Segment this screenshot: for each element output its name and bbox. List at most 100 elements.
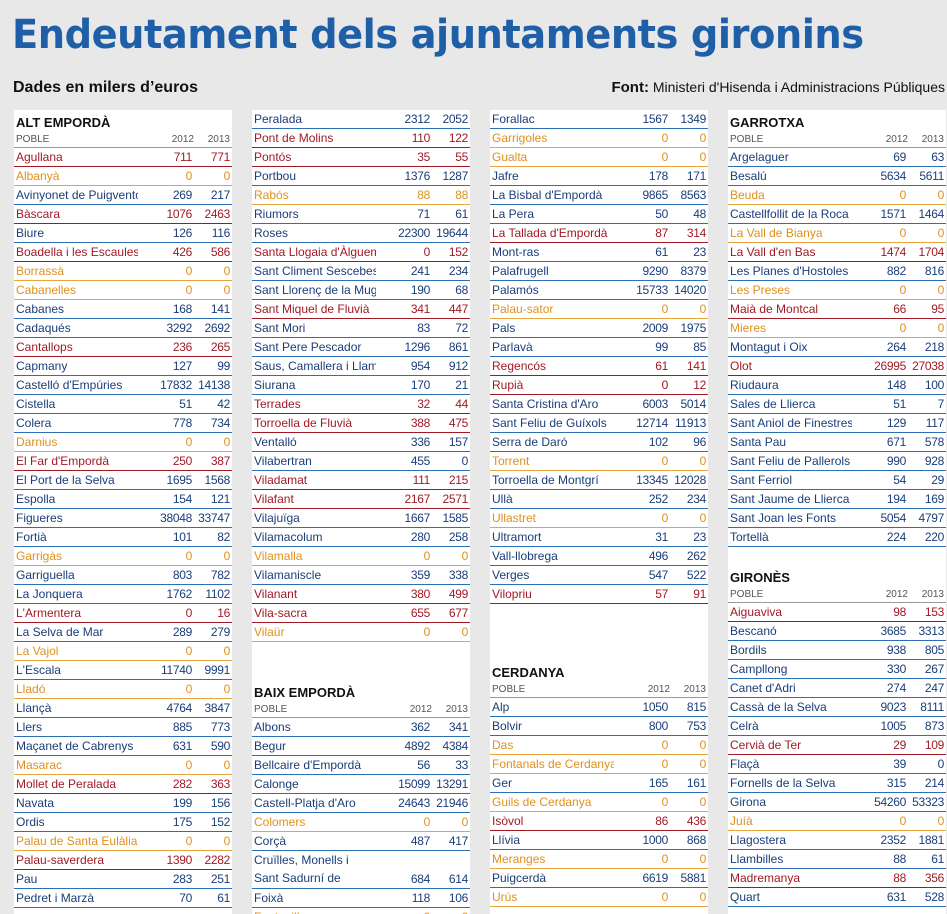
debt-2012: 1050 (642, 700, 669, 714)
table-row: Corçà 487 417 (252, 832, 470, 851)
debt-2013: 912 (448, 359, 468, 373)
debt-2012: 274 (886, 681, 906, 695)
debt-2012: 362 (410, 720, 430, 734)
municipality-name: Beuda (730, 188, 765, 202)
table-row: Cabanes 168 141 (14, 300, 232, 319)
debt-2013: 106 (448, 891, 468, 905)
debt-2012: 22300 (398, 226, 430, 240)
debt-2012: 39 (893, 757, 906, 771)
municipality-name: Pont de Molins (254, 131, 334, 145)
table-row: Pontós 35 55 (252, 148, 470, 167)
debt-2012: 655 (410, 606, 430, 620)
table-row: Garrigoles 0 0 (490, 129, 708, 148)
table-row: Urús 0 0 (490, 888, 708, 907)
debt-2012: 1376 (404, 169, 431, 183)
debt-2012: 684 (410, 872, 430, 886)
table-row: Cervià de Ter 29 109 (728, 736, 946, 755)
debt-2013: 161 (686, 776, 706, 790)
table-column-3: Forallac 1567 1349 Garrigoles 0 0 Gualta 0 0 Jafr… (490, 110, 708, 914)
debt-2013: 117 (925, 416, 945, 430)
municipality-name: Sant Aniol de Finestres (730, 416, 852, 430)
source-note: Font: Ministeri d'Hisenda i Administraci… (611, 79, 945, 96)
municipality-name: Juíà (730, 814, 753, 828)
municipality-name: Cantallops (16, 340, 73, 354)
table-row: Vilafant 2167 2571 (252, 490, 470, 509)
table-row: Sant Joan les Fonts 5054 4797 (728, 509, 946, 528)
municipality-name: Ullà (492, 492, 513, 506)
debt-2013: 0 (430, 908, 469, 914)
table-row: Figueres 38048 33747 (14, 509, 232, 528)
table-row: Sant Mori 83 72 (252, 319, 470, 338)
debt-2012: 54260 (874, 795, 906, 809)
debt-2013: 578 (924, 435, 944, 449)
debt-2013: 12 (693, 378, 706, 392)
table-row: Palau de Santa Eulàlia 0 0 (14, 832, 232, 851)
debt-2012: 13345 (636, 473, 668, 487)
column-header: POBLE 2012 2013 (728, 587, 946, 603)
debt-2013: 153 (924, 605, 944, 619)
municipality-name: Maçanet de Cabrenys (16, 739, 134, 753)
debt-2012: 9865 (642, 188, 669, 202)
debt-2012: 0 (185, 169, 193, 183)
table-row: Rabós 88 88 (252, 186, 470, 205)
debt-2013: 590 (210, 739, 230, 753)
municipality-name: Guils de Cerdanya (492, 795, 592, 809)
municipality-name: Ultramort (492, 530, 542, 544)
debt-2013: 19644 (436, 226, 468, 240)
debt-2012: 1571 (880, 207, 907, 221)
municipality-name: Mont-ras (492, 245, 540, 259)
municipality-name: Torroella de Montgrí (492, 473, 599, 487)
table-row: Boadella i les Escaules 426 586 (14, 243, 232, 262)
municipality-name: Albanyà (16, 169, 60, 183)
debt-2012: 1000 (642, 833, 669, 847)
table-row: Llívia 1000 868 (490, 831, 708, 850)
debt-2013: 1287 (442, 169, 469, 183)
debt-2013: 12028 (674, 473, 706, 487)
table-row: Pont de Molins 110 122 (252, 129, 470, 148)
municipality-name: Peralada (254, 112, 303, 126)
debt-2012: 70 (179, 891, 192, 905)
table-row: Masarac 0 0 (14, 756, 232, 775)
debt-2012: 15099 (398, 777, 430, 791)
table-row: Ger 165 161 (490, 774, 708, 793)
municipality-name: Quart (730, 890, 761, 904)
header-year-2013: 2013 (683, 684, 706, 695)
table-row: Saus, Camallera i Llampaies 954 912 (252, 357, 470, 376)
table-row: Colomers 0 0 (252, 813, 470, 832)
table-row: Torroella de Montgrí 13345 12028 (490, 471, 708, 490)
debt-2013: 0 (937, 226, 945, 240)
table-row: La Vajol 0 0 (14, 642, 232, 661)
debt-2013: 48 (693, 207, 706, 221)
table-row: Pau 283 251 (14, 870, 232, 889)
header-poble: POBLE (730, 134, 764, 145)
table-row: Regencós 61 141 (490, 357, 708, 376)
debt-2012: 282 (172, 777, 192, 791)
municipality-name: Maià de Montcal (730, 302, 819, 316)
debt-2012: 0 (899, 226, 907, 240)
municipality-name: Santa Pau (730, 435, 787, 449)
debt-2012: 0 (185, 644, 193, 658)
municipality-name: Besalú (730, 169, 767, 183)
debt-2013: 27038 (912, 359, 944, 373)
municipality-name: Castell-Platja d'Aro (254, 796, 356, 810)
table-row: Maçanet de Cabrenys 631 590 (14, 737, 232, 756)
table-row: Les Preses 0 0 (728, 281, 946, 300)
debt-2013: 499 (448, 587, 468, 601)
debt-2013: 96 (693, 435, 706, 449)
debt-2013: 436 (686, 814, 706, 828)
table-row: Calonge 15099 13291 (252, 775, 470, 794)
debt-2013: 0 (223, 435, 231, 449)
table-row: El Far d'Empordà 250 387 (14, 452, 232, 471)
debt-2013: 0 (699, 454, 707, 468)
municipality-name: Figueres (16, 511, 63, 525)
debt-2013: 99 (217, 359, 230, 373)
table-row: Forallac 1567 1349 (490, 110, 708, 129)
table-row: Cabanelles 0 0 (14, 281, 232, 300)
debt-2013: 109 (924, 738, 944, 752)
municipality-name: Serra de Daró (492, 435, 568, 449)
municipality-name: Aiguaviva (730, 605, 783, 619)
municipality-name: Fontanilles (254, 908, 376, 914)
debt-2013: 21 (455, 378, 468, 392)
table-row: Aiguaviva 98 153 (728, 603, 946, 622)
table-row: Fornells de la Selva 315 214 (728, 774, 946, 793)
